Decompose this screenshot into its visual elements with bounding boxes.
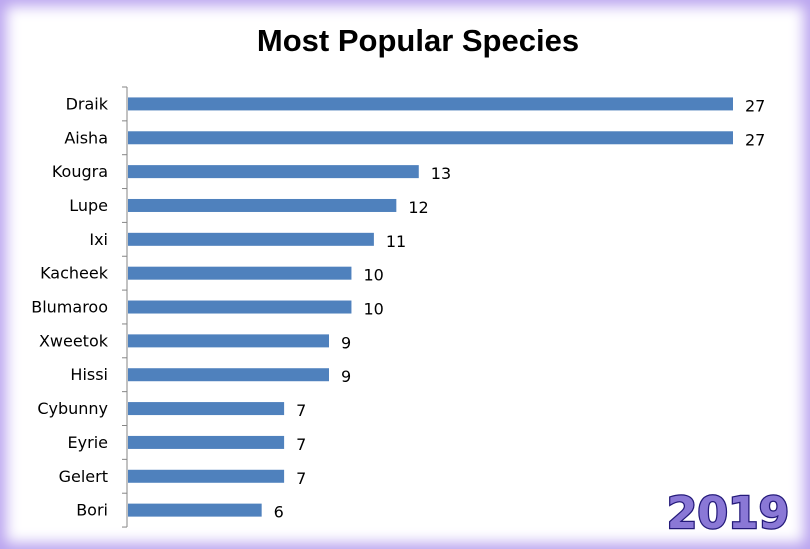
data-label: 10 (363, 300, 383, 319)
bar-kougra (128, 165, 419, 179)
bar-xweetok (128, 334, 329, 348)
year-badge: 2019 (667, 488, 789, 539)
category-label: Bori (76, 501, 108, 520)
data-label: 6 (274, 503, 284, 522)
axis-ticks (122, 86, 127, 528)
bar-blumaroo (128, 300, 352, 314)
category-label: Draik (66, 94, 109, 113)
category-label: Blumaroo (31, 298, 108, 317)
chart-title: Most Popular Species (257, 23, 579, 58)
category-label: Lupe (69, 196, 108, 215)
category-label: Gelert (59, 467, 108, 486)
data-label: 13 (431, 164, 451, 183)
category-label: Kacheek (40, 264, 109, 283)
bar-lupe (128, 198, 397, 212)
data-label: 12 (408, 198, 428, 217)
data-label: 10 (363, 266, 383, 285)
data-label: 7 (296, 435, 306, 454)
bar-aisha (128, 131, 733, 145)
bar-cybunny (128, 402, 285, 416)
data-label: 7 (296, 469, 306, 488)
category-label: Eyrie (68, 433, 108, 452)
bar-kacheek (128, 266, 352, 280)
category-label: Aisha (64, 128, 108, 147)
data-label: 7 (296, 401, 306, 420)
category-labels: Draik Aisha Kougra Lupe Ixi Kacheek Blumaroo Xw… (31, 94, 109, 519)
data-label: 9 (341, 333, 351, 352)
data-label: 11 (386, 232, 406, 251)
category-label: Ixi (89, 230, 108, 249)
category-label: Hissi (70, 365, 108, 384)
data-label: 27 (745, 130, 765, 149)
bar-eyrie (128, 435, 285, 449)
bar-draik (128, 97, 733, 111)
data-label: 27 (745, 96, 765, 115)
bar-ixi (128, 232, 374, 246)
bars-group (128, 97, 733, 517)
category-label: Xweetok (39, 331, 109, 350)
category-label: Kougra (52, 162, 108, 181)
category-label: Cybunny (37, 399, 108, 418)
bar-hissi (128, 368, 329, 382)
data-label: 9 (341, 367, 351, 386)
bar-bori (128, 503, 262, 517)
bar-gelert (128, 469, 285, 483)
